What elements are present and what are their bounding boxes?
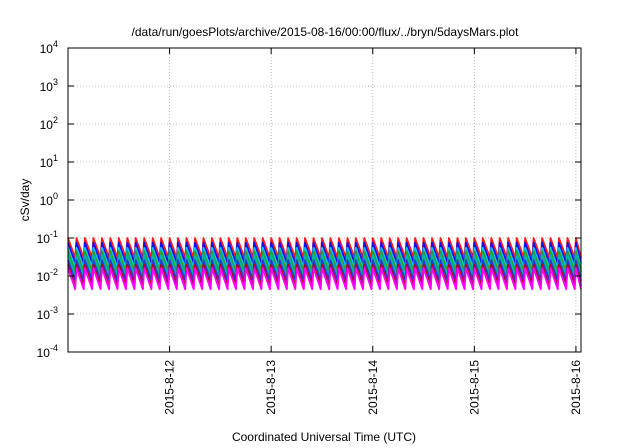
y-tick-label: 10-4 (37, 343, 58, 360)
y-axis: 10-4 10-3 10-2 10-1 100 101 102 103 104 (37, 39, 581, 360)
y-tick-label: 103 (40, 77, 58, 94)
y-tick-label: 101 (40, 153, 58, 170)
y-tick-label: 100 (40, 191, 58, 208)
flux-series-line (67, 247, 582, 270)
x-tick-label: 2015-8-14 (366, 360, 380, 415)
x-tick-label: 2015-8-12 (163, 360, 177, 415)
x-tick-label: 2015-8-16 (569, 360, 583, 415)
x-tick-label: 2015-8-13 (264, 360, 278, 415)
flux-series-line (67, 254, 582, 277)
flux-series-line (67, 259, 582, 282)
flux-series-line (67, 237, 582, 259)
y-tick-label: 102 (40, 115, 58, 132)
flux-series-line (67, 263, 582, 287)
flux-series-line (67, 241, 582, 264)
chart-title: /data/run/goesPlots/archive/2015-08-16/0… (132, 25, 520, 39)
y-tick-label: 10-2 (37, 267, 58, 284)
flux-series-line (67, 267, 582, 291)
x-tick-label: 2015-8-15 (467, 360, 481, 415)
series-layer (67, 237, 582, 291)
y-axis-label: cSv/day (18, 179, 32, 222)
plot-frame (67, 47, 582, 353)
y-tick-label: 104 (40, 39, 58, 56)
flux-series-line (67, 250, 582, 273)
x-axis-label: Coordinated Universal Time (UTC) (232, 430, 416, 444)
y-tick-label: 10-3 (37, 305, 58, 322)
grid (68, 48, 581, 352)
x-axis: 2015-8-12 2015-8-13 2015-8-14 2015-8-15 2015… (163, 48, 583, 415)
y-tick-label: 10-1 (37, 229, 58, 246)
